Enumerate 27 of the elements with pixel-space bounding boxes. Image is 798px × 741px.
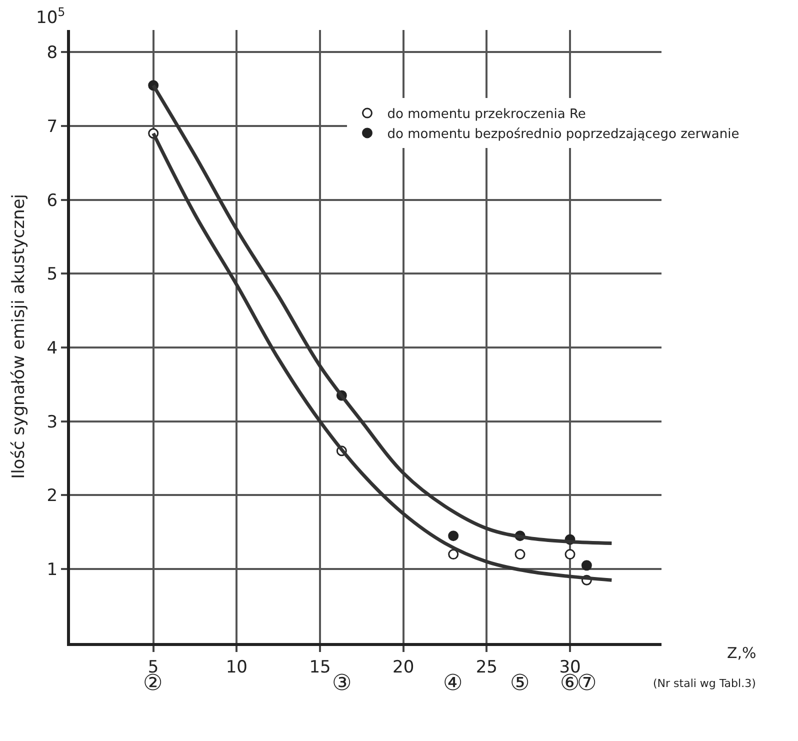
x-tick-label: 25 <box>476 657 498 678</box>
x-tick-label: 15 <box>309 657 331 678</box>
legend-label: do momentu przekroczenia Re <box>387 107 586 122</box>
point <box>564 549 576 560</box>
x-tick-label: 20 <box>392 657 414 678</box>
y-tick-label: 2 <box>46 486 58 506</box>
y-tick-label: 4 <box>46 338 58 358</box>
point <box>514 549 526 560</box>
y-tick-label: 5 <box>46 264 58 285</box>
text: ④ <box>443 671 463 696</box>
text: (Nr stali wg Tabl.3) <box>653 677 756 690</box>
x-tick-label: 10 <box>226 657 248 678</box>
text: ⑤ <box>510 671 530 696</box>
text: ③ <box>332 671 352 696</box>
y-axis-title: Ilość sygnałów emisji akustycznej <box>9 194 29 479</box>
y-tick-label: 1 <box>46 560 58 580</box>
x-axis-title: Z,% <box>727 644 756 662</box>
y-tick-label: 8 <box>46 43 58 64</box>
text: ⑦ <box>577 671 597 696</box>
point <box>448 530 459 542</box>
y-tick-label: 6 <box>46 190 58 211</box>
text: 10$^{5}$ <box>36 5 66 28</box>
point <box>581 560 592 571</box>
y-tick-label: 3 <box>46 412 58 432</box>
legend-label: do momentu bezpośrednio poprzedzającego zerwanie <box>387 127 740 142</box>
y-tick-label: 7 <box>46 116 58 137</box>
point <box>448 549 459 560</box>
